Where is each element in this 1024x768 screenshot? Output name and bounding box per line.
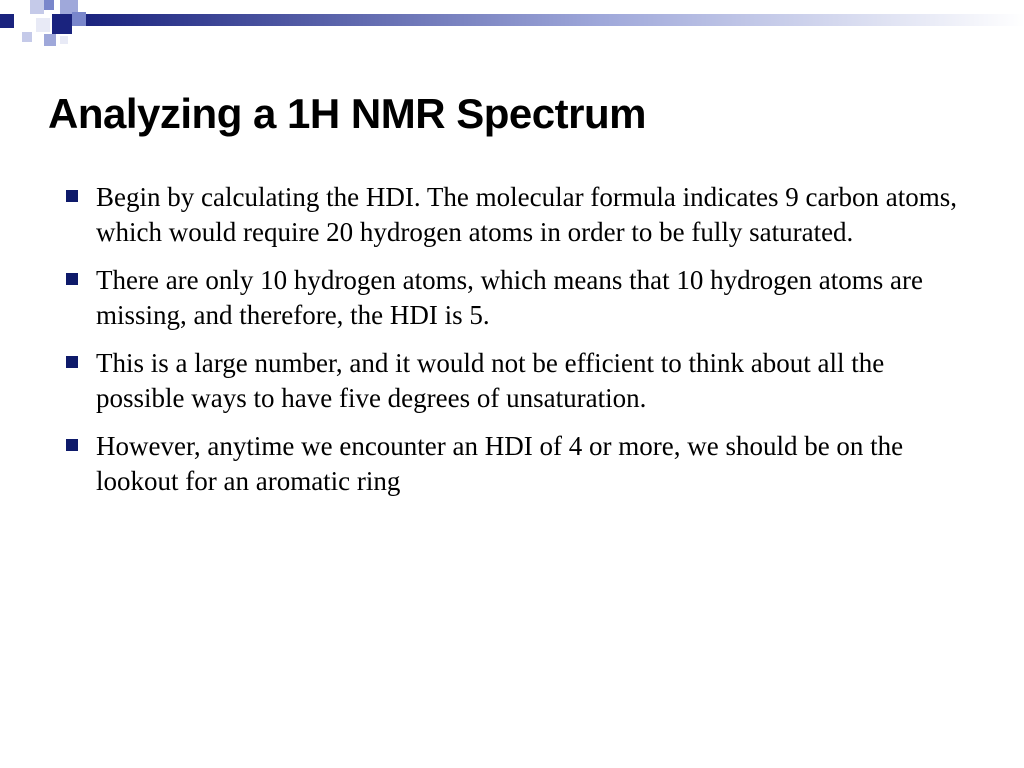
list-item: However, anytime we encounter an HDI of … bbox=[66, 429, 968, 498]
slide-title: Analyzing a 1H NMR Spectrum bbox=[48, 90, 968, 138]
slide-content: Analyzing a 1H NMR Spectrum Begin by cal… bbox=[48, 90, 968, 512]
list-item: Begin by calculating the HDI. The molecu… bbox=[66, 180, 968, 249]
list-item: There are only 10 hydrogen atoms, which … bbox=[66, 263, 968, 332]
slide-top-decoration bbox=[0, 0, 1024, 40]
bullet-list: Begin by calculating the HDI. The molecu… bbox=[48, 180, 968, 498]
list-item: This is a large number, and it would not… bbox=[66, 346, 968, 415]
